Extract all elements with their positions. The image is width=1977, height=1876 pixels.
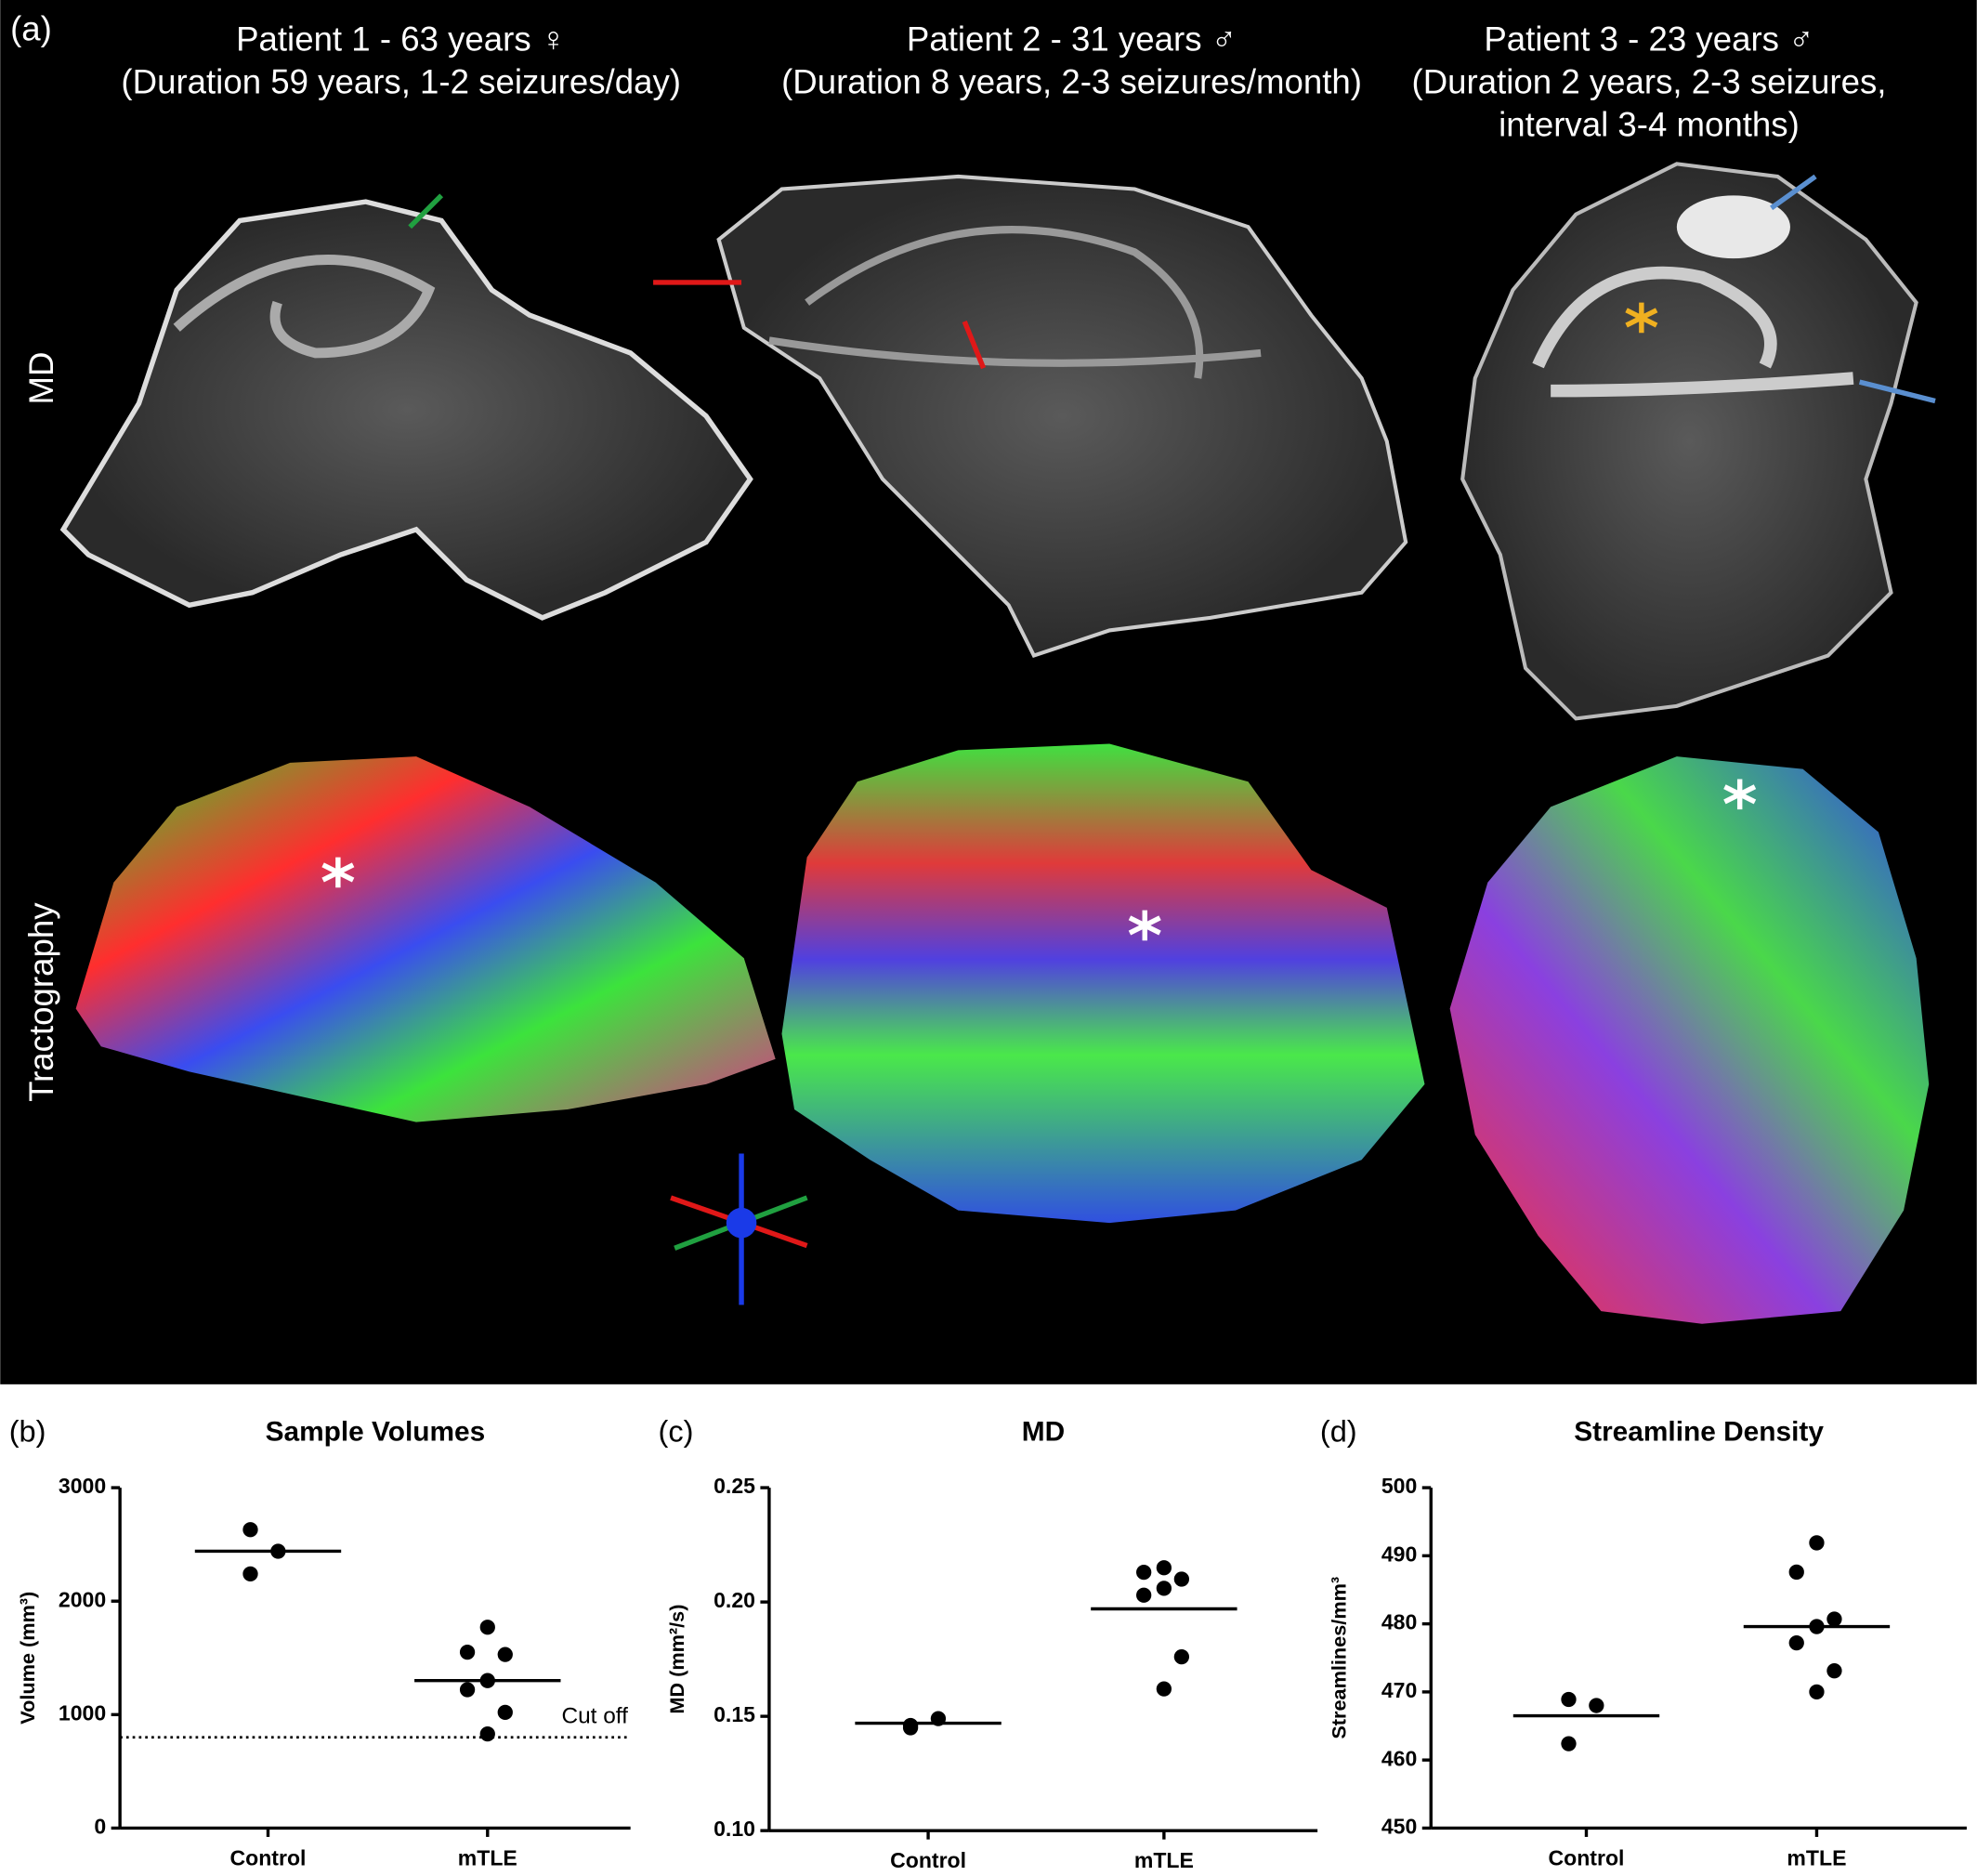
annotation-arrows	[408, 174, 1936, 404]
data-point	[1589, 1698, 1604, 1713]
panel-label: (a)	[10, 9, 52, 47]
data-point	[497, 1646, 513, 1662]
x-tick-label: Control	[230, 1845, 307, 1869]
patient-details: (Duration 59 years, 1-2 seizures/day)	[121, 62, 681, 100]
data-point	[1809, 1684, 1825, 1700]
tractography-image	[75, 756, 776, 1122]
y-tick-label: 450	[1381, 1815, 1417, 1839]
md-structure	[1532, 266, 1854, 398]
y-axis-title: Streamlines/mm³	[1327, 1577, 1350, 1739]
data-point	[1173, 1571, 1190, 1587]
patient-titles: Patient 1 - 63 years ♀ (Duration 59 years…	[121, 20, 1886, 143]
y-tick-label: 2000	[59, 1587, 106, 1611]
md-structure	[768, 226, 1262, 379]
orientation-legend	[670, 1153, 808, 1305]
y-axis-title: MD (mm²/s)	[665, 1605, 688, 1714]
row-label: Tractography	[22, 902, 60, 1102]
data-point	[1561, 1691, 1577, 1708]
patient-details: interval 3-4 months)	[1499, 106, 1800, 144]
chart-title: Sample Volumes	[266, 1417, 486, 1448]
data-point	[242, 1566, 258, 1582]
y-tick-label: 3000	[59, 1474, 106, 1498]
x-tick-label: Control	[890, 1848, 966, 1872]
x-tick-label: Control	[1549, 1845, 1625, 1869]
data-point	[1561, 1736, 1577, 1751]
data-point	[1156, 1581, 1172, 1596]
data-point	[1809, 1619, 1825, 1634]
y-tick-label: 1000	[59, 1700, 106, 1725]
panel-label: (b)	[9, 1414, 46, 1448]
data-point	[459, 1645, 476, 1660]
data-point	[930, 1711, 947, 1726]
data-point	[1136, 1587, 1152, 1603]
panel-label: (c)	[659, 1414, 694, 1448]
md-structure	[173, 255, 436, 359]
patient-details: (Duration 2 years, 2-3 seizures,	[1412, 62, 1887, 100]
y-tick-label: 470	[1381, 1678, 1417, 1702]
x-tick-label: mTLE	[1787, 1845, 1846, 1869]
x-tick-label: mTLE	[1134, 1848, 1194, 1872]
data-point	[479, 1725, 495, 1742]
data-point	[1826, 1663, 1842, 1679]
patient-title: Patient 2 - 31 years ♂	[907, 20, 1237, 58]
patient-details: (Duration 8 years, 2-3 seizures/month)	[781, 62, 1362, 100]
data-point	[1173, 1649, 1190, 1665]
reference-label: Cut off	[561, 1703, 628, 1728]
tractography-image	[1449, 756, 1930, 1324]
data-point	[1788, 1635, 1804, 1651]
row-label: MD	[22, 352, 60, 405]
y-tick-label: 0.15	[714, 1702, 755, 1726]
data-point	[1156, 1560, 1172, 1576]
patient-title: Patient 1 - 63 years ♀	[236, 20, 566, 58]
tractography-image	[781, 743, 1425, 1224]
md-image	[716, 174, 1408, 659]
data-point	[242, 1522, 258, 1538]
patient-title: Patient 3 - 23 years ♂	[1484, 20, 1813, 58]
y-tick-label: 0	[94, 1815, 106, 1839]
y-tick-label: 0.20	[714, 1588, 755, 1612]
data-point	[1809, 1535, 1825, 1551]
data-point	[270, 1543, 286, 1559]
data-point	[902, 1717, 919, 1734]
chart-title: MD	[1022, 1417, 1065, 1448]
y-axis-title: Volume (mm³)	[16, 1592, 39, 1725]
data-point	[1156, 1681, 1172, 1697]
data-point	[497, 1704, 513, 1721]
y-tick-label: 0.10	[714, 1817, 755, 1841]
data-point	[1136, 1564, 1152, 1581]
md-image	[59, 199, 753, 621]
y-tick-label: 480	[1381, 1610, 1417, 1634]
chart-title: Streamline Density	[1574, 1417, 1824, 1448]
data-point	[1826, 1611, 1842, 1627]
md-bright-region	[1676, 195, 1790, 259]
data-point	[479, 1620, 495, 1635]
x-tick-label: mTLE	[458, 1845, 517, 1869]
data-point	[459, 1682, 476, 1698]
data-point	[479, 1673, 495, 1688]
panel-label: (d)	[1320, 1414, 1357, 1448]
asterisks	[321, 302, 1757, 941]
y-tick-label: 490	[1381, 1541, 1417, 1566]
y-tick-label: 460	[1381, 1746, 1417, 1770]
data-point	[1788, 1564, 1804, 1581]
y-tick-label: 0.25	[714, 1474, 755, 1498]
y-tick-label: 500	[1381, 1474, 1417, 1498]
